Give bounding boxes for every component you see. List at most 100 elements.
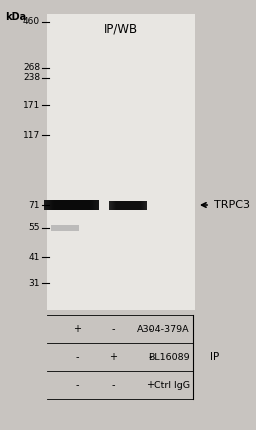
Text: +: +: [109, 352, 117, 362]
Text: Ctrl IgG: Ctrl IgG: [154, 381, 190, 390]
Text: A304-379A: A304-379A: [137, 325, 190, 334]
Bar: [120, 200, 121, 209]
Text: 171: 171: [23, 101, 40, 110]
Bar: [142, 200, 143, 209]
Bar: [47, 200, 48, 210]
Text: IP: IP: [210, 352, 219, 362]
Text: -: -: [148, 324, 152, 334]
Bar: [132, 200, 133, 209]
Bar: [69, 200, 70, 210]
Bar: [126, 200, 127, 209]
Bar: [136, 200, 137, 209]
Bar: [87, 200, 88, 210]
Bar: [83, 200, 84, 210]
Bar: [51, 225, 79, 231]
Bar: [139, 200, 140, 209]
Bar: [88, 200, 89, 210]
Bar: [52, 200, 53, 210]
Bar: [78, 200, 79, 210]
Bar: [48, 200, 49, 210]
Bar: [77, 200, 78, 210]
Bar: [124, 200, 125, 209]
Text: 460: 460: [23, 18, 40, 27]
Bar: [44, 200, 45, 210]
Bar: [145, 200, 146, 209]
Bar: [84, 200, 85, 210]
Bar: [117, 200, 118, 209]
Bar: [96, 200, 97, 210]
Bar: [143, 200, 144, 209]
Bar: [141, 200, 142, 209]
Bar: [80, 200, 81, 210]
Bar: [98, 200, 99, 210]
Bar: [58, 200, 59, 210]
Text: 117: 117: [23, 130, 40, 139]
Bar: [65, 200, 66, 210]
Bar: [62, 200, 63, 210]
Bar: [91, 200, 92, 210]
Bar: [118, 200, 119, 209]
Text: +: +: [146, 380, 154, 390]
Bar: [95, 200, 96, 210]
Text: -: -: [111, 324, 115, 334]
Text: IP/WB: IP/WB: [104, 22, 138, 35]
Bar: [110, 200, 111, 209]
Bar: [138, 200, 139, 209]
Bar: [46, 200, 47, 210]
Bar: [137, 200, 138, 209]
Bar: [51, 200, 52, 210]
Bar: [53, 200, 54, 210]
Text: BL16089: BL16089: [148, 353, 190, 362]
Bar: [123, 200, 124, 209]
Bar: [97, 200, 98, 210]
Bar: [73, 200, 74, 210]
Bar: [135, 200, 136, 209]
Text: 238: 238: [23, 74, 40, 83]
Bar: [85, 200, 86, 210]
Bar: [113, 200, 114, 209]
Bar: [116, 200, 117, 209]
Bar: [92, 200, 93, 210]
Bar: [74, 200, 75, 210]
Bar: [66, 200, 67, 210]
Bar: [68, 200, 69, 210]
Bar: [76, 200, 77, 210]
Text: kDa: kDa: [5, 12, 26, 22]
Text: +: +: [73, 324, 81, 334]
Bar: [90, 200, 91, 210]
Text: -: -: [111, 380, 115, 390]
Text: TRPC3: TRPC3: [214, 200, 250, 210]
Bar: [109, 200, 110, 209]
Bar: [64, 200, 65, 210]
Bar: [122, 200, 123, 209]
Bar: [112, 200, 113, 209]
Bar: [72, 200, 73, 210]
Bar: [129, 200, 130, 209]
Text: -: -: [148, 352, 152, 362]
Bar: [56, 200, 57, 210]
Bar: [128, 200, 129, 209]
Bar: [121, 200, 122, 209]
Bar: [119, 200, 120, 209]
Bar: [54, 200, 55, 210]
Bar: [144, 200, 145, 209]
Bar: [130, 200, 131, 209]
Bar: [115, 200, 116, 209]
Text: -: -: [75, 380, 79, 390]
Bar: [111, 200, 112, 209]
Bar: [45, 200, 46, 210]
Bar: [67, 200, 68, 210]
Bar: [70, 200, 71, 210]
Bar: [71, 200, 72, 210]
Bar: [127, 200, 128, 209]
Bar: [89, 200, 90, 210]
Text: 55: 55: [28, 224, 40, 233]
Bar: [81, 200, 82, 210]
Text: -: -: [75, 352, 79, 362]
Bar: [134, 200, 135, 209]
Text: 71: 71: [28, 200, 40, 209]
Bar: [63, 200, 64, 210]
Bar: [146, 200, 147, 209]
Bar: [61, 200, 62, 210]
Bar: [93, 200, 94, 210]
